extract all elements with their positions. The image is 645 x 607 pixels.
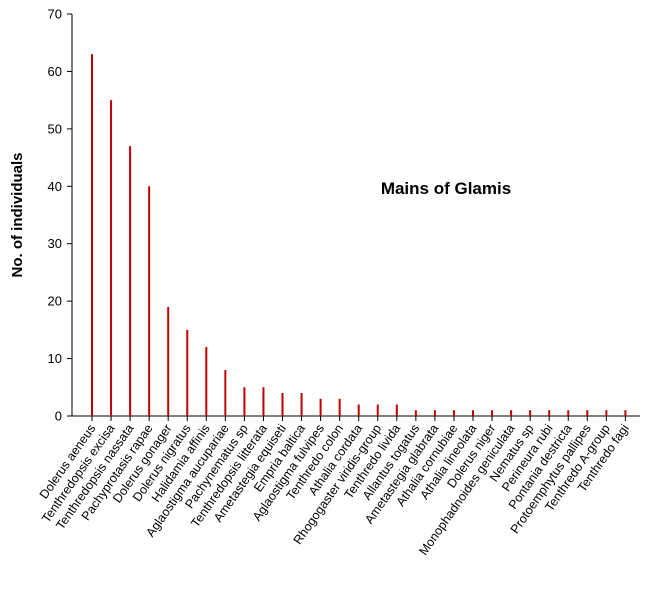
y-tick-label: 60 [48,64,62,79]
bar [472,410,474,416]
bar [205,347,208,416]
y-tick-label: 20 [48,294,62,309]
bars [91,54,627,417]
bar [243,387,246,416]
bar [491,410,494,416]
bar [262,387,265,416]
bar [281,393,284,416]
bar [148,186,151,416]
bar [300,393,303,416]
y-tick-label: 30 [48,236,62,251]
bar [624,410,627,416]
bar [548,410,551,416]
y-tick-label: 70 [48,7,62,22]
bar [319,398,322,416]
bar [414,410,417,416]
bar [586,410,589,416]
y-axis-title: No. of individuals [9,152,26,277]
bar [357,404,360,416]
bar [452,410,455,416]
y-tick-label: 40 [48,179,62,194]
y-tick-label: 0 [55,409,62,424]
bar [167,306,170,416]
chart-title: Mains of Glamis [381,179,511,198]
bar [567,410,570,416]
bar [433,410,436,416]
y-tick-label: 50 [48,121,62,136]
y-axis: 0 10 20 30 40 50 60 70 [48,7,73,424]
bar [110,100,113,417]
bar [510,410,513,416]
bar [224,370,227,416]
y-tick-label: 10 [48,351,62,366]
bar [129,146,132,417]
bar [186,329,189,416]
bar [529,410,532,416]
bar [605,410,608,416]
bar [338,398,341,416]
bar [395,404,398,416]
x-axis [72,415,640,421]
bar [91,54,93,416]
bar [376,404,379,416]
